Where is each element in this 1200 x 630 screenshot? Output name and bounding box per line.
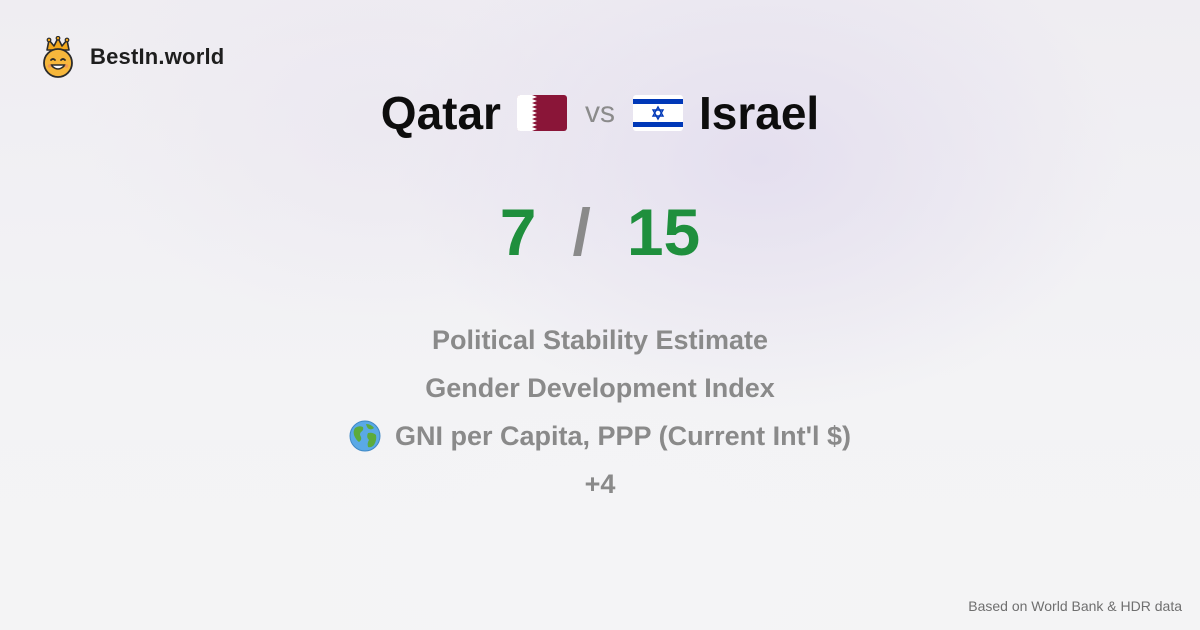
score-separator: / bbox=[572, 195, 591, 269]
brand-name: BestIn.world bbox=[90, 44, 225, 69]
globe-icon bbox=[349, 420, 381, 452]
vs-label: vs bbox=[584, 96, 615, 129]
indicator-label: Political Stability Estimate bbox=[431, 325, 769, 355]
qatar-flag-icon bbox=[516, 95, 567, 131]
left-score: 7 bbox=[499, 195, 537, 269]
comparison-title: Qatar vs Israel bbox=[0, 86, 1200, 140]
data-source-note: Based on World Bank & HDR data bbox=[968, 598, 1182, 614]
brand-header[interactable]: BestIn.world bbox=[38, 36, 224, 78]
right-score: 15 bbox=[626, 195, 701, 269]
indicator-item: Gender Development Index bbox=[425, 364, 775, 412]
indicator-list: Political Stability Estimate Gender Deve… bbox=[0, 316, 1200, 508]
right-country-name: Israel bbox=[698, 87, 820, 139]
indicator-item: GNI per Capita, PPP (Current Int'l $) bbox=[349, 412, 851, 460]
indicator-label: GNI per Capita, PPP (Current Int'l $) bbox=[395, 421, 851, 451]
indicator-label: Gender Development Index bbox=[425, 373, 775, 403]
crowned-smiley-icon bbox=[43, 36, 73, 78]
left-country-name: Qatar bbox=[380, 87, 501, 139]
more-indicators-count[interactable]: +4 bbox=[585, 460, 616, 508]
more-label: +4 bbox=[584, 469, 616, 499]
indicator-item: Political Stability Estimate bbox=[432, 316, 768, 364]
israel-flag-icon bbox=[632, 95, 683, 131]
score-summary: 7 / 15 bbox=[0, 194, 1200, 270]
